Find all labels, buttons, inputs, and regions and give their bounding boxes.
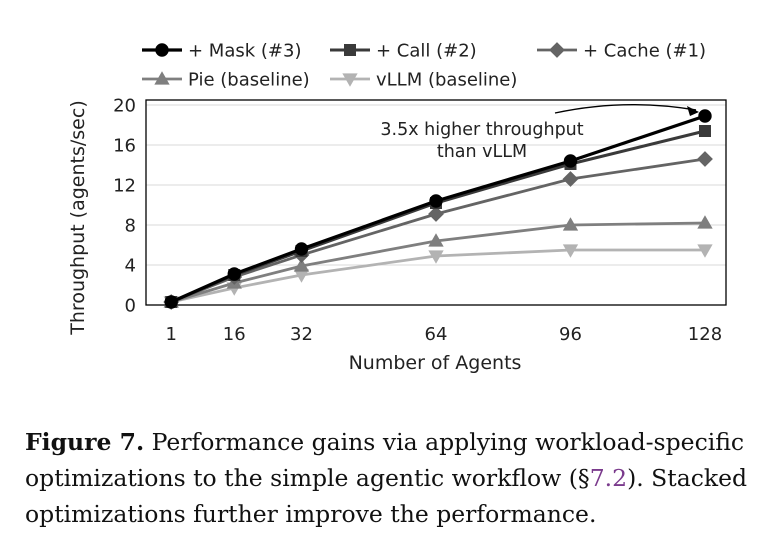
- series-mask-3: [164, 109, 712, 309]
- x-tick-label: 16: [223, 324, 246, 345]
- annotation-line-1: 3.5x higher throughput: [380, 120, 583, 140]
- data-point-marker: [549, 42, 565, 58]
- data-point-marker: [562, 217, 579, 231]
- legend-item: + Mask (#3): [142, 41, 301, 62]
- series-line: [170, 221, 706, 304]
- annotation-arrowhead: [686, 106, 699, 116]
- data-point-marker: [293, 258, 310, 272]
- series-vllm-baseline: [163, 244, 713, 310]
- x-tick-label: 1: [165, 324, 176, 345]
- legend-item: vLLM (baseline): [330, 70, 517, 91]
- legend: + Mask (#3) + Call (#2) + Cache (#1) Pie (b…: [142, 41, 706, 91]
- data-point-marker: [428, 233, 444, 247]
- x-tick-label: 96: [559, 324, 582, 345]
- y-tick-label: 20: [113, 96, 136, 117]
- y-tick-label: 16: [113, 136, 136, 157]
- data-point-marker: [429, 194, 443, 208]
- data-point-marker: [342, 73, 358, 87]
- data-point-marker: [164, 295, 178, 309]
- data-point-marker: [698, 125, 711, 137]
- annotation-line-2: than vLLM: [437, 142, 527, 162]
- data-point-marker: [698, 109, 712, 123]
- legend-item: + Call (#2): [330, 41, 477, 62]
- y-tick-label: 0: [125, 296, 136, 317]
- x-tick-label: 128: [688, 324, 722, 345]
- y-axis-ticks: 0 4 8 12 16 20: [113, 96, 136, 317]
- data-point-marker: [227, 267, 241, 281]
- section-reference-link[interactable]: 7.2: [589, 464, 628, 492]
- caption-text-2: ). Stacked optimizations further improve…: [25, 464, 748, 528]
- x-tick-label: 32: [290, 324, 313, 345]
- data-point-marker: [154, 71, 170, 85]
- data-point-marker: [562, 171, 579, 187]
- legend-label: + Mask (#3): [188, 41, 301, 62]
- data-point-marker: [428, 250, 444, 264]
- data-point-marker: [294, 242, 309, 256]
- y-tick-label: 4: [125, 256, 136, 277]
- caption-text-1: Performance gains via applying workload-…: [25, 428, 745, 492]
- series-line: [170, 157, 706, 304]
- data-point-marker: [697, 215, 713, 229]
- x-tick-label: 64: [425, 324, 448, 345]
- figure-label: Figure 7.: [25, 428, 145, 456]
- figure-caption: Figure 7. Performance gains via applying…: [25, 424, 755, 532]
- legend-item: + Cache (#1): [537, 41, 706, 62]
- series-line: [170, 248, 705, 304]
- annotation-arrow: [554, 103, 697, 114]
- y-tick-label: 8: [125, 216, 136, 237]
- legend-label: Pie (baseline): [188, 70, 310, 91]
- x-axis-ticks: 1 16 32 64 96 128: [165, 324, 722, 345]
- y-tick-label: 12: [113, 176, 136, 197]
- data-point-marker: [697, 151, 713, 167]
- series-line: [170, 114, 706, 304]
- series-pie-baseline: [163, 215, 713, 308]
- data-point-marker: [155, 43, 169, 57]
- x-axis-label: Number of Agents: [349, 352, 522, 374]
- y-axis-label: Throughput (agents/sec): [67, 100, 89, 335]
- legend-label: vLLM (baseline): [376, 70, 517, 91]
- legend-label: + Call (#2): [376, 41, 477, 62]
- data-point-marker: [697, 244, 713, 258]
- legend-item: Pie (baseline): [142, 70, 310, 91]
- data-point-marker: [344, 44, 356, 56]
- series-layer: [163, 109, 713, 310]
- data-point-marker: [428, 206, 444, 222]
- data-point-marker: [562, 244, 579, 258]
- plot-frame: [145, 99, 727, 306]
- data-point-marker: [563, 154, 578, 168]
- throughput-chart: 0 4 8 12 16 20 1 16 32 64 96 128 3.5x higher throu…: [67, 41, 727, 374]
- legend-label: + Cache (#1): [583, 41, 706, 62]
